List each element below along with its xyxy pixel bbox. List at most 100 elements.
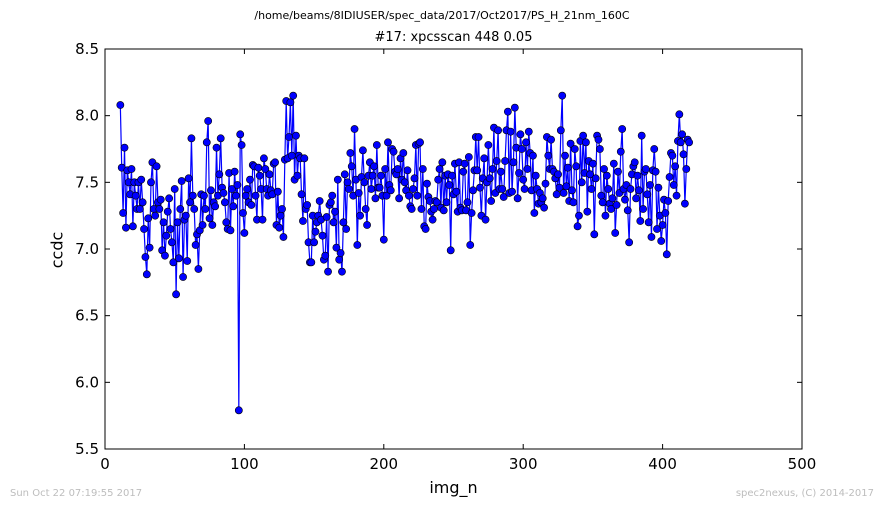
data-point <box>329 218 338 227</box>
data-point <box>480 154 489 163</box>
data-point <box>430 205 438 213</box>
data-point <box>389 147 398 156</box>
data-point <box>647 233 656 241</box>
data-point <box>363 221 371 229</box>
data-point <box>393 165 402 173</box>
x-tick-label: 400 <box>648 455 677 473</box>
data-point <box>340 170 349 179</box>
chart-title: #17: xpcsscan 448 0.05 <box>374 30 533 45</box>
data-point <box>335 255 344 264</box>
data-point <box>251 191 260 200</box>
data-point <box>382 191 391 200</box>
data-point <box>140 225 148 233</box>
data-point <box>464 153 473 161</box>
data-point <box>311 227 320 236</box>
data-point <box>650 145 659 153</box>
data-point <box>276 211 285 220</box>
data-point <box>538 194 547 203</box>
data-point <box>322 213 331 221</box>
data-point <box>278 205 286 213</box>
data-point <box>198 221 207 229</box>
data-point <box>681 199 689 208</box>
y-tick-label: 7.0 <box>75 240 99 258</box>
data-point <box>586 170 595 179</box>
data-point <box>219 189 228 197</box>
x-tick-label: 100 <box>230 455 259 473</box>
data-point <box>372 141 381 149</box>
data-point <box>354 189 363 197</box>
data-point <box>671 162 680 171</box>
data-point <box>561 151 569 160</box>
data-point <box>428 215 437 224</box>
data-point <box>531 171 540 180</box>
data-point <box>445 181 454 189</box>
data-point <box>370 162 378 171</box>
data-point <box>204 117 213 125</box>
data-point <box>207 186 215 195</box>
data-point <box>604 185 613 193</box>
data-point <box>300 154 309 163</box>
y-tick-label: 7.5 <box>75 173 99 191</box>
data-point <box>165 194 174 203</box>
data-point <box>333 175 342 184</box>
data-point <box>138 198 147 207</box>
data-point <box>400 178 409 187</box>
data-point <box>594 135 603 144</box>
data-point <box>229 202 238 211</box>
data-point <box>410 174 419 183</box>
data-point <box>232 191 240 200</box>
data-point <box>137 175 146 184</box>
data-point <box>361 205 370 213</box>
data-point <box>399 149 408 157</box>
x-tick-label: 0 <box>100 455 110 473</box>
data-point <box>435 165 444 173</box>
data-point <box>459 167 468 176</box>
data-point <box>227 185 236 193</box>
data-point <box>261 165 270 173</box>
data-point <box>654 183 663 192</box>
data-point <box>515 169 523 177</box>
x-axis-ticks: 0 100 200 300 400 500 <box>100 49 816 473</box>
data-point <box>612 201 621 209</box>
data-point <box>600 165 608 173</box>
data-point <box>194 265 203 273</box>
data-point <box>395 194 404 203</box>
data-point <box>598 198 607 207</box>
data-point <box>517 145 526 153</box>
data-point <box>299 217 307 225</box>
data-point <box>496 167 505 176</box>
data-point <box>162 231 171 240</box>
data-point <box>566 139 575 148</box>
data-point <box>131 191 140 200</box>
data-point <box>607 205 615 213</box>
data-point <box>498 185 507 193</box>
data-point <box>446 246 455 255</box>
data-point <box>353 241 362 249</box>
data-point <box>633 171 642 180</box>
data-point <box>646 181 654 189</box>
data-point <box>243 185 252 193</box>
y-tick-label: 6.5 <box>75 307 99 325</box>
data-point <box>202 138 211 147</box>
data-point <box>657 237 666 245</box>
data-point <box>338 267 346 276</box>
data-point <box>367 185 376 193</box>
footer-credit: spec2nexus, (C) 2014-2017 <box>735 488 874 499</box>
data-point <box>343 178 352 187</box>
data-point <box>559 189 568 197</box>
data-point <box>590 230 599 239</box>
data-point <box>644 218 653 227</box>
y-axis-label: ccdc <box>47 231 67 269</box>
data-point <box>601 211 610 220</box>
data-point <box>614 167 622 176</box>
data-point <box>211 202 220 211</box>
data-point <box>166 225 175 233</box>
data-point <box>279 233 288 241</box>
data-point <box>287 151 296 160</box>
data-point <box>448 171 457 180</box>
data-point <box>379 235 388 244</box>
data-point <box>676 138 685 147</box>
data-point <box>651 167 660 176</box>
data-point <box>177 177 186 185</box>
